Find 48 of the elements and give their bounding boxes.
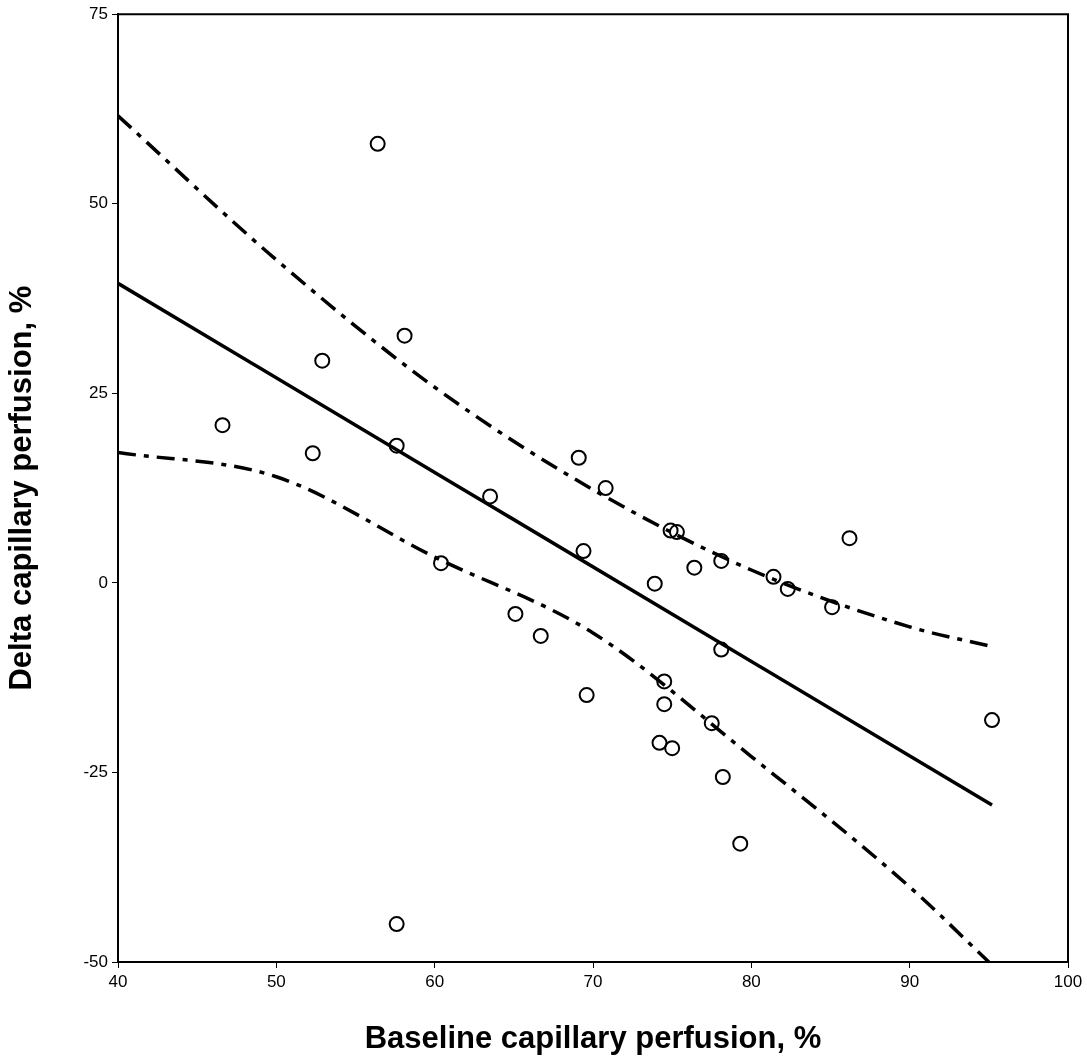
x-tick-label: 40 [108,971,128,991]
point [732,835,749,852]
point [656,673,673,690]
point [765,568,782,585]
x-tick-label: 50 [266,971,286,991]
x-tick-label: 70 [583,971,603,991]
point [668,524,685,541]
point [369,135,386,152]
point [597,480,614,497]
point [433,555,449,572]
x-axis-title: Baseline capillary perfusion, % [364,1019,822,1055]
point [388,437,405,454]
point [646,575,663,592]
x-tick-label: 80 [741,971,761,991]
point [570,449,587,466]
point [651,734,668,751]
point [841,530,858,547]
point [686,559,703,576]
y-tick-label: -50 [83,951,108,971]
y-tick-label: -25 [83,762,108,782]
point [304,445,321,462]
point [314,352,331,369]
point [703,715,720,732]
point [482,488,499,505]
y-tick-label: 0 [98,572,108,592]
x-tick-label: 100 [1053,971,1083,991]
x-tick-label: 90 [900,971,920,991]
point [578,687,595,704]
point [656,696,673,713]
point [824,599,841,616]
point [664,740,681,757]
y-tick-label: 50 [89,193,108,213]
point [713,641,730,658]
x-tick-label: 60 [425,971,445,991]
point [779,580,796,597]
point [575,543,592,560]
point [214,417,231,434]
y-tick-label: 75 [89,3,108,23]
y-axis-title: Delta capillary perfusion, % [3,285,39,691]
point [662,522,679,539]
y-tick-label: 25 [89,383,108,403]
point [532,627,549,644]
point [984,712,1000,729]
point [507,605,524,622]
point [714,768,731,785]
point [388,916,405,933]
point [713,552,730,569]
point [396,327,413,344]
